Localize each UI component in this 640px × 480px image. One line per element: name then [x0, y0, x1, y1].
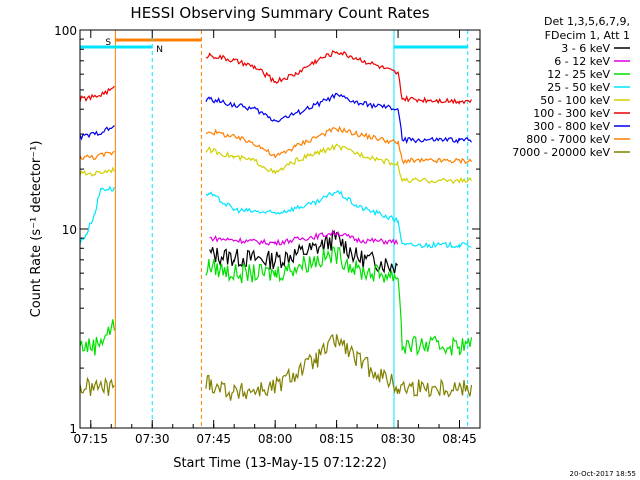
timestamp: 20-Oct-2017 18:55: [570, 470, 636, 478]
series-line-4: [79, 143, 473, 185]
legend-label-6: 300 - 800 keV: [533, 120, 610, 133]
series-line-5: [79, 50, 473, 105]
x-tick-label-6: 08:45: [442, 432, 477, 446]
flag-label-night: N: [156, 45, 163, 55]
legend-label-5: 100 - 300 keV: [533, 107, 610, 120]
x-tick-label-4: 08:15: [319, 432, 354, 446]
x-tick-label-3: 08:00: [258, 432, 293, 446]
axes-layer: 07:15 07:30 07:45 08:00 08:15 08:30 08:45 1 10 10…: [54, 24, 481, 446]
legend-header-line-1: Det 1,3,5,6,7,9,: [544, 15, 630, 28]
legend-label-1: 6 - 12 keV: [554, 55, 610, 68]
legend-label-3: 25 - 50 keV: [547, 81, 610, 94]
y-tick-label-2: 100: [54, 24, 77, 38]
x-tick-label-1: 07:30: [135, 432, 170, 446]
legend-label-2: 12 - 25 keV: [547, 68, 610, 81]
series-line-7: [79, 125, 473, 165]
data-layer: SN: [79, 30, 473, 428]
series-line-6: [79, 92, 473, 145]
chart-title: HESSI Observing Summary Count Rates: [130, 4, 429, 22]
y-axis-label: Count Rate (s⁻¹ detector⁻¹): [29, 141, 44, 318]
legend-label-4: 50 - 100 keV: [540, 94, 610, 107]
series-line-2: [79, 245, 473, 357]
x-axis-label: Start Time (13-May-15 07:12:22): [173, 456, 387, 471]
y-tick-label-1: 10: [62, 223, 77, 237]
series-line-1: [209, 229, 399, 247]
x-tick-label-2: 07:45: [196, 432, 231, 446]
legend-header-line-2: FDecim 1, Att 1: [545, 29, 630, 42]
legend-label-8: 7000 - 20000 keV: [512, 146, 610, 159]
series-line-0: [209, 229, 399, 274]
series-line-3: [79, 185, 472, 249]
legend-label-7: 800 - 7000 keV: [526, 133, 610, 146]
x-tick-label-0: 07:15: [73, 432, 108, 446]
y-tick-label-0: 1: [69, 422, 77, 436]
x-tick-label-5: 08:30: [381, 432, 416, 446]
legend-label-0: 3 - 6 keV: [561, 42, 610, 55]
series-line-8: [79, 333, 473, 401]
flag-label-saa: S: [105, 38, 111, 48]
legend: Det 1,3,5,6,7,9, FDecim 1, Att 1 3 - 6 k…: [512, 15, 630, 159]
